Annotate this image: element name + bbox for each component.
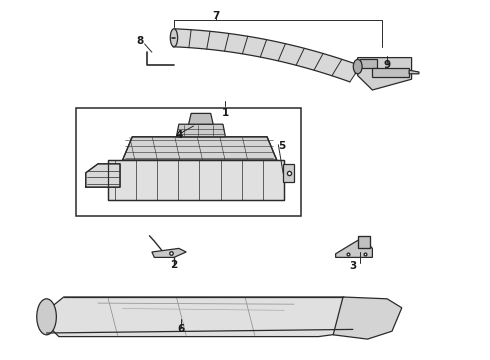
- Polygon shape: [173, 29, 361, 82]
- Polygon shape: [152, 248, 186, 257]
- Ellipse shape: [37, 299, 56, 335]
- Text: 5: 5: [278, 141, 285, 151]
- Text: 4: 4: [175, 130, 183, 140]
- Text: 2: 2: [171, 260, 177, 270]
- Polygon shape: [176, 124, 225, 137]
- Polygon shape: [336, 238, 372, 257]
- Polygon shape: [358, 236, 370, 248]
- Text: 8: 8: [136, 36, 143, 46]
- Polygon shape: [189, 113, 213, 124]
- Polygon shape: [39, 297, 382, 337]
- Polygon shape: [283, 164, 294, 182]
- Polygon shape: [360, 59, 377, 68]
- Polygon shape: [122, 137, 277, 160]
- Text: 1: 1: [222, 108, 229, 118]
- Ellipse shape: [353, 59, 362, 74]
- Polygon shape: [108, 160, 284, 200]
- Polygon shape: [372, 68, 409, 77]
- Ellipse shape: [171, 29, 177, 47]
- Text: 6: 6: [178, 324, 185, 334]
- Text: 3: 3: [349, 261, 356, 271]
- Bar: [76, 108, 301, 216]
- Polygon shape: [333, 297, 402, 339]
- Text: 9: 9: [384, 60, 391, 70]
- Polygon shape: [86, 164, 120, 187]
- Text: 7: 7: [212, 11, 220, 21]
- Polygon shape: [358, 58, 412, 90]
- Polygon shape: [409, 70, 419, 74]
